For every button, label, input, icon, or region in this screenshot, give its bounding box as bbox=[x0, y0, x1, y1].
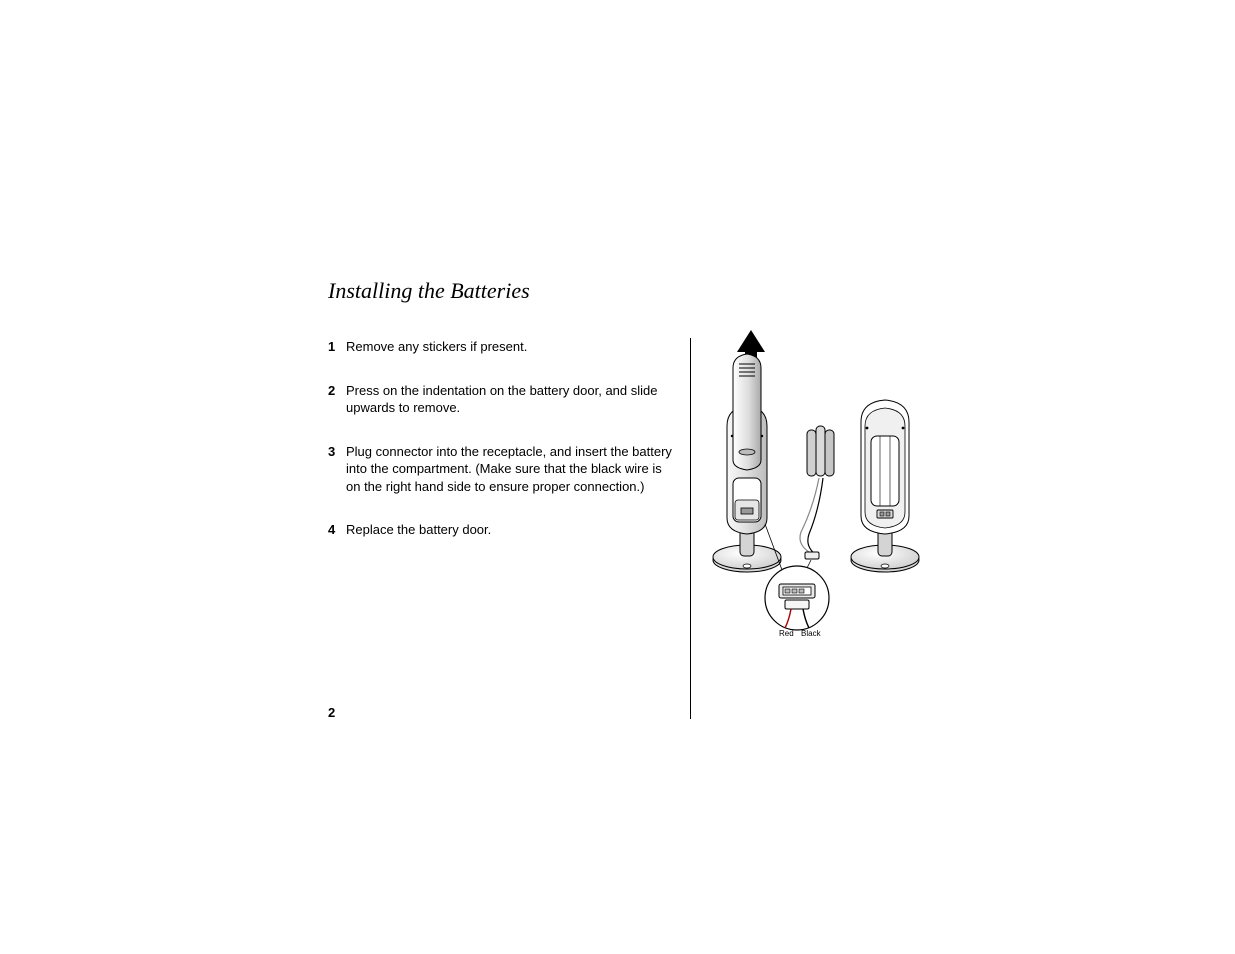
step-text: Plug connector into the receptacle, and … bbox=[346, 443, 676, 496]
column-divider bbox=[690, 338, 691, 719]
step-text: Replace the battery door. bbox=[346, 521, 676, 539]
manual-page: Installing the Batteries 1 Remove any st… bbox=[0, 0, 1235, 954]
step-number: 1 bbox=[328, 338, 346, 356]
step-item: 3 Plug connector into the receptacle, an… bbox=[328, 443, 676, 496]
content-block: Installing the Batteries 1 Remove any st… bbox=[328, 278, 933, 719]
device-right bbox=[851, 400, 919, 572]
instructions-column: 1 Remove any stickers if present. 2 Pres… bbox=[328, 338, 690, 565]
step-text: Press on the indentation on the battery … bbox=[346, 382, 676, 417]
battery-install-illustration: Red Black bbox=[705, 328, 945, 638]
wire-label-black: Black bbox=[801, 629, 822, 638]
two-column-layout: 1 Remove any stickers if present. 2 Pres… bbox=[328, 338, 933, 719]
page-number: 2 bbox=[328, 705, 335, 720]
step-number: 4 bbox=[328, 521, 346, 539]
step-item: 2 Press on the indentation on the batter… bbox=[328, 382, 676, 417]
step-item: 4 Replace the battery door. bbox=[328, 521, 676, 539]
illustration-svg: Red Black bbox=[705, 328, 945, 638]
step-number: 2 bbox=[328, 382, 346, 400]
battery-door bbox=[733, 354, 761, 470]
illustration-column: Red Black bbox=[705, 338, 930, 638]
battery-pack bbox=[800, 426, 834, 559]
section-heading: Installing the Batteries bbox=[328, 278, 933, 304]
step-text: Remove any stickers if present. bbox=[346, 338, 676, 356]
wire-label-red: Red bbox=[779, 629, 794, 638]
step-number: 3 bbox=[328, 443, 346, 461]
magnified-detail: Red Black bbox=[765, 566, 829, 638]
step-item: 1 Remove any stickers if present. bbox=[328, 338, 676, 356]
